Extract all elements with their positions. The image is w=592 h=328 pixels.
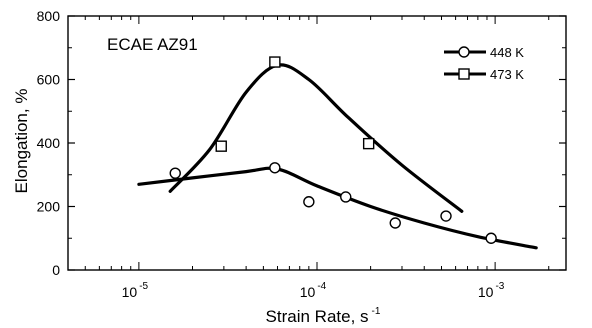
fit-curve-473-k [168, 63, 464, 213]
data-point-448-k [389, 217, 401, 229]
data-point-448-k [440, 210, 452, 222]
data-point-473-k [215, 140, 227, 152]
y-tick-label: 600 [37, 72, 61, 88]
data-point-448-k [169, 167, 181, 179]
legend-marker-473-k [458, 68, 470, 80]
data-point-448-k [269, 162, 281, 174]
y-tick-label: 400 [37, 135, 61, 151]
x-tick-exp: -5 [139, 281, 148, 292]
data-point-473-k [269, 56, 281, 68]
x-tick-label: 10 -5 [122, 281, 149, 300]
data-point-448-k [303, 196, 315, 208]
x-tick-exp: -4 [317, 281, 326, 292]
chart-annotation: ECAE AZ91 [107, 35, 198, 54]
x-tick-base: 10 [478, 284, 494, 300]
fit-curve-448-k [137, 166, 538, 250]
data-point-448-k [340, 191, 352, 203]
x-tick-label: 10 -3 [478, 281, 505, 300]
x-axis-label-main: Strain Rate, s [266, 307, 369, 326]
x-tick-label: 10 -4 [300, 281, 327, 300]
y-axis-label: Elongation, % [12, 89, 31, 194]
y-tick-label: 800 [37, 8, 61, 24]
data-point-473-k [362, 137, 375, 150]
legend-label-473-k: 473 K [490, 67, 524, 82]
x-tick-base: 10 [300, 284, 316, 300]
y-tick-label: 200 [37, 199, 61, 215]
legend-marker-448-k [458, 46, 470, 58]
legend-label-448-k: 448 K [490, 45, 524, 60]
y-tick-label: 0 [52, 262, 60, 278]
x-tick-base: 10 [122, 284, 138, 300]
data-point-448-k [485, 232, 497, 244]
x-axis-label: Strain Rate, s -1 [266, 306, 381, 326]
x-axis-label-sup: -1 [372, 306, 381, 317]
x-tick-exp: -3 [495, 281, 504, 292]
